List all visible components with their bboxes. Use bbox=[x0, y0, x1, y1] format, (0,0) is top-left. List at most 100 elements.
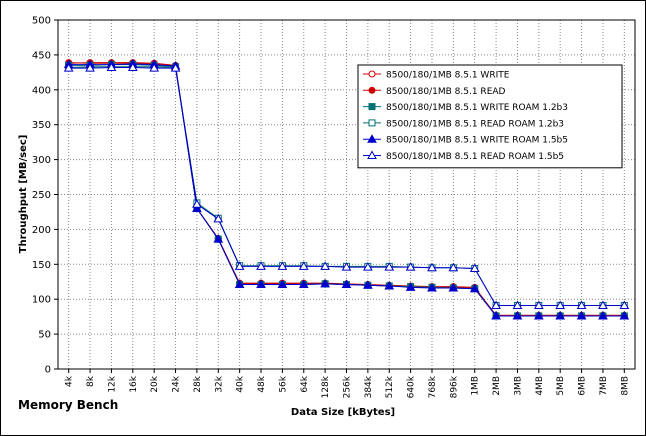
data-point bbox=[127, 62, 138, 71]
y-axis-ticks: 0 50 100 150 200 250 300 350 400 450 500 bbox=[32, 16, 58, 376]
data-point bbox=[555, 300, 566, 309]
data-point bbox=[427, 262, 437, 272]
x-axis-ticks: 4k 8k 12k 16k 20k 24k 28k 32k 40k 48k 56k 64k 128k 25… bbox=[65, 369, 630, 398]
data-point bbox=[192, 199, 202, 208]
y-tick-label: 350 bbox=[32, 120, 51, 131]
data-point bbox=[619, 310, 630, 320]
data-point bbox=[427, 283, 437, 292]
y-tick-label: 100 bbox=[32, 295, 51, 306]
x-tick-label: 64k bbox=[300, 375, 310, 392]
legend-label: 8500/180/1MB 8.5.1 WRITE ROAM 1.2b3 bbox=[386, 103, 568, 113]
x-tick-label: 28k bbox=[193, 375, 203, 392]
data-point bbox=[512, 310, 523, 320]
data-point bbox=[363, 262, 373, 271]
data-point bbox=[192, 203, 202, 212]
data-point bbox=[384, 262, 395, 271]
x-tick-label: 12k bbox=[107, 375, 117, 392]
x-tick-label: 48k bbox=[257, 375, 267, 392]
data-point bbox=[533, 300, 544, 309]
data-point bbox=[85, 63, 95, 72]
legend-marker bbox=[367, 134, 377, 143]
legend-marker bbox=[368, 103, 376, 111]
data-point bbox=[256, 279, 266, 289]
y-tick-label: 400 bbox=[32, 85, 51, 96]
y-tick-label: 450 bbox=[32, 50, 51, 61]
y-axis-title: Throughput [MB/sec] bbox=[18, 135, 29, 254]
legend-item: 8500/180/1MB 8.5.1 READ bbox=[363, 86, 506, 97]
legend-marker bbox=[367, 150, 377, 159]
x-tick-label: 640k bbox=[407, 375, 417, 398]
data-point bbox=[341, 262, 352, 271]
x-tick-label: 20k bbox=[150, 375, 160, 392]
legend-box bbox=[357, 64, 623, 169]
x-tick-label: 384k bbox=[364, 375, 374, 398]
data-point bbox=[598, 300, 608, 309]
y-tick-label: 250 bbox=[32, 190, 51, 201]
x-tick-label: 56k bbox=[278, 375, 288, 392]
data-point bbox=[277, 261, 288, 270]
x-tick-label: 2MB bbox=[492, 376, 502, 396]
y-tick-label: 50 bbox=[38, 330, 51, 341]
y-tick-label: 0 bbox=[45, 365, 51, 376]
x-tick-label: 4k bbox=[65, 375, 75, 387]
data-point bbox=[576, 300, 587, 309]
x-tick-label: 6MB bbox=[578, 376, 588, 396]
data-point bbox=[448, 283, 459, 292]
data-point bbox=[533, 310, 544, 320]
data-point bbox=[576, 310, 587, 320]
chart-caption: Memory Bench bbox=[18, 398, 118, 412]
data-point bbox=[341, 279, 352, 289]
legend: 8500/180/1MB 8.5.1 WRITE 8500/180/1MB 8.5… bbox=[357, 64, 623, 169]
data-point bbox=[320, 261, 330, 270]
x-axis-title: Data Size [kBytes] bbox=[291, 407, 395, 418]
grid-lines bbox=[58, 20, 635, 369]
x-tick-label: 1MB bbox=[471, 376, 481, 396]
x-tick-label: 256k bbox=[343, 375, 353, 398]
x-tick-label: 7MB bbox=[599, 376, 609, 396]
data-point bbox=[469, 283, 480, 293]
data-point bbox=[234, 261, 245, 270]
data-point bbox=[106, 62, 117, 71]
data-point bbox=[469, 263, 480, 272]
data-point bbox=[320, 278, 330, 288]
series-5 bbox=[63, 58, 630, 320]
x-tick-label: 24k bbox=[172, 375, 182, 392]
data-point bbox=[491, 310, 501, 320]
data-point bbox=[405, 262, 416, 271]
y-tick-label: 500 bbox=[32, 16, 51, 27]
legend-item: 8500/180/1MB 8.5.1 READ ROAM 1.2b3 bbox=[363, 119, 564, 129]
data-point bbox=[256, 261, 266, 270]
data-point bbox=[149, 63, 160, 72]
data-point bbox=[63, 63, 74, 72]
series-lines bbox=[63, 58, 630, 320]
x-tick-label: 512k bbox=[385, 375, 395, 398]
data-point bbox=[405, 282, 416, 291]
data-point bbox=[277, 279, 288, 289]
data-point bbox=[512, 300, 523, 309]
x-tick-label: 16k bbox=[129, 375, 139, 392]
x-tick-label: 32k bbox=[214, 375, 224, 392]
legend-marker bbox=[368, 70, 376, 78]
y-tick-label: 200 bbox=[32, 225, 51, 236]
legend-label: 8500/180/1MB 8.5.1 WRITE ROAM 1.5b5 bbox=[386, 136, 568, 146]
x-tick-label: 128k bbox=[321, 375, 331, 398]
y-tick-label: 150 bbox=[32, 260, 51, 271]
x-tick-label: 8k bbox=[86, 375, 96, 387]
legend-item: 8500/180/1MB 8.5.1 WRITE ROAM 1.5b5 bbox=[363, 134, 568, 146]
legend-label: 8500/180/1MB 8.5.1 READ bbox=[386, 87, 506, 97]
data-point bbox=[598, 310, 608, 320]
x-tick-label: 3MB bbox=[513, 376, 523, 396]
x-tick-label: 896k bbox=[449, 375, 459, 398]
data-point bbox=[491, 300, 501, 309]
y-tick-label: 300 bbox=[32, 155, 51, 166]
legend-item: 8500/180/1MB 8.5.1 READ ROAM 1.5b5 bbox=[363, 150, 564, 162]
legend-item: 8500/180/1MB 8.5.1 WRITE bbox=[363, 70, 510, 81]
x-tick-label: 8MB bbox=[620, 376, 630, 396]
x-tick-label: 5MB bbox=[556, 376, 566, 396]
data-point bbox=[619, 300, 630, 309]
data-point bbox=[384, 280, 395, 290]
legend-label: 8500/180/1MB 8.5.1 READ ROAM 1.2b3 bbox=[386, 119, 564, 129]
data-point bbox=[213, 234, 224, 243]
